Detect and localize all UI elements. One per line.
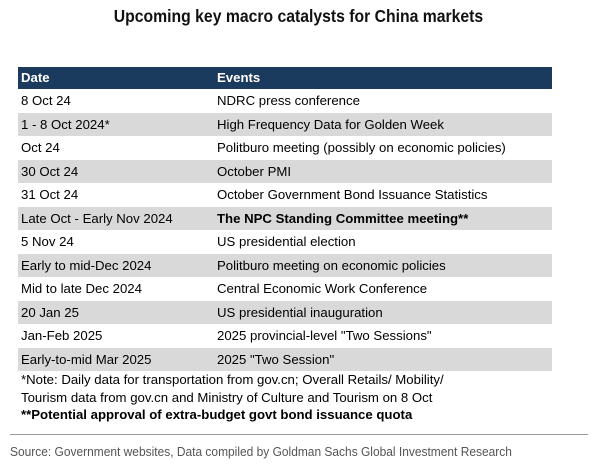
table-body: 8 Oct 24 NDRC press conference 1 - 8 Oct 2… [18, 89, 552, 371]
date-cell: 5 Nov 24 [21, 234, 74, 249]
date-cell: 31 Oct 24 [21, 187, 79, 202]
page-title: Upcoming key macro catalysts for China m… [113, 6, 484, 26]
note-line-bold: **Potential approval of extra-budget gov… [21, 407, 413, 422]
source-text: Source: Government websites, Data compil… [10, 444, 512, 459]
column-header-date: Date [18, 67, 214, 89]
note-line: *Note: Daily data for transportation fro… [21, 372, 444, 387]
event-cell: 2025 "Two Session" [214, 347, 552, 371]
date-cell: Early to mid-Dec 2024 [18, 253, 214, 277]
event-cell: Central Economic Work Conference [217, 281, 428, 296]
date-cell: Mid to late Dec 2024 [21, 281, 142, 296]
event-cell: High Frequency Data for Golden Week [214, 112, 552, 136]
date-cell: 30 Oct 24 [18, 159, 214, 183]
event-cell: NDRC press conference [217, 93, 360, 108]
event-cell: The NPC Standing Committee meeting** [214, 206, 552, 230]
note-line: Tourism data from gov.cn and Ministry of… [21, 389, 433, 405]
date-cell: 1 - 8 Oct 2024* [18, 112, 214, 136]
table-row: Mid to late Dec 2024 Central Economic Wor… [18, 277, 552, 301]
event-cell: October Government Bond Issuance Statist… [217, 187, 488, 202]
table-row: 30 Oct 24 October PMI [18, 159, 552, 183]
table-row: Early to mid-Dec 2024 Politburo meeting o… [18, 253, 552, 277]
date-cell: Jan-Feb 2025 [21, 328, 103, 343]
event-cell: 2025 provincial-level "Two Sessions" [217, 328, 432, 343]
event-cell: US presidential election [217, 234, 356, 249]
event-cell: Politburo meeting on economic policies [214, 253, 552, 277]
event-cell: US presidential inauguration [214, 300, 552, 324]
event-cell: October PMI [214, 159, 552, 183]
catalyst-table: Date Events 8 Oct 24 NDRC press conferenc… [18, 67, 552, 371]
table-row: 5 Nov 24 US presidential election [18, 230, 552, 254]
table-row: Late Oct - Early Nov 2024 The NPC Standin… [18, 206, 552, 230]
table-row: Early-to-mid Mar 2025 2025 "Two Session" [18, 347, 552, 371]
table-row: 20 Jan 25 US presidential inauguration [18, 300, 552, 324]
table-header-row: Date Events [18, 67, 552, 89]
date-cell: Oct 24 [21, 140, 60, 155]
date-cell: Early-to-mid Mar 2025 [18, 347, 214, 371]
table-row: Oct 24 Politburo meeting (possibly on eco… [18, 136, 552, 160]
event-cell: Politburo meeting (possibly on economic … [217, 140, 506, 155]
table-row: Jan-Feb 2025 2025 provincial-level "Two S… [18, 324, 552, 348]
divider [10, 434, 588, 435]
column-header-events: Events [214, 67, 552, 89]
table-row: 31 Oct 24 October Government Bond Issuanc… [18, 183, 552, 207]
date-cell: 8 Oct 24 [21, 93, 71, 108]
date-cell: 20 Jan 25 [18, 300, 214, 324]
table-row: 8 Oct 24 NDRC press conference [18, 89, 552, 113]
date-cell: Late Oct - Early Nov 2024 [18, 206, 214, 230]
notes-block: *Note: Daily data for transportation fro… [18, 371, 552, 424]
table-row: 1 - 8 Oct 2024* High Frequency Data for G… [18, 112, 552, 136]
